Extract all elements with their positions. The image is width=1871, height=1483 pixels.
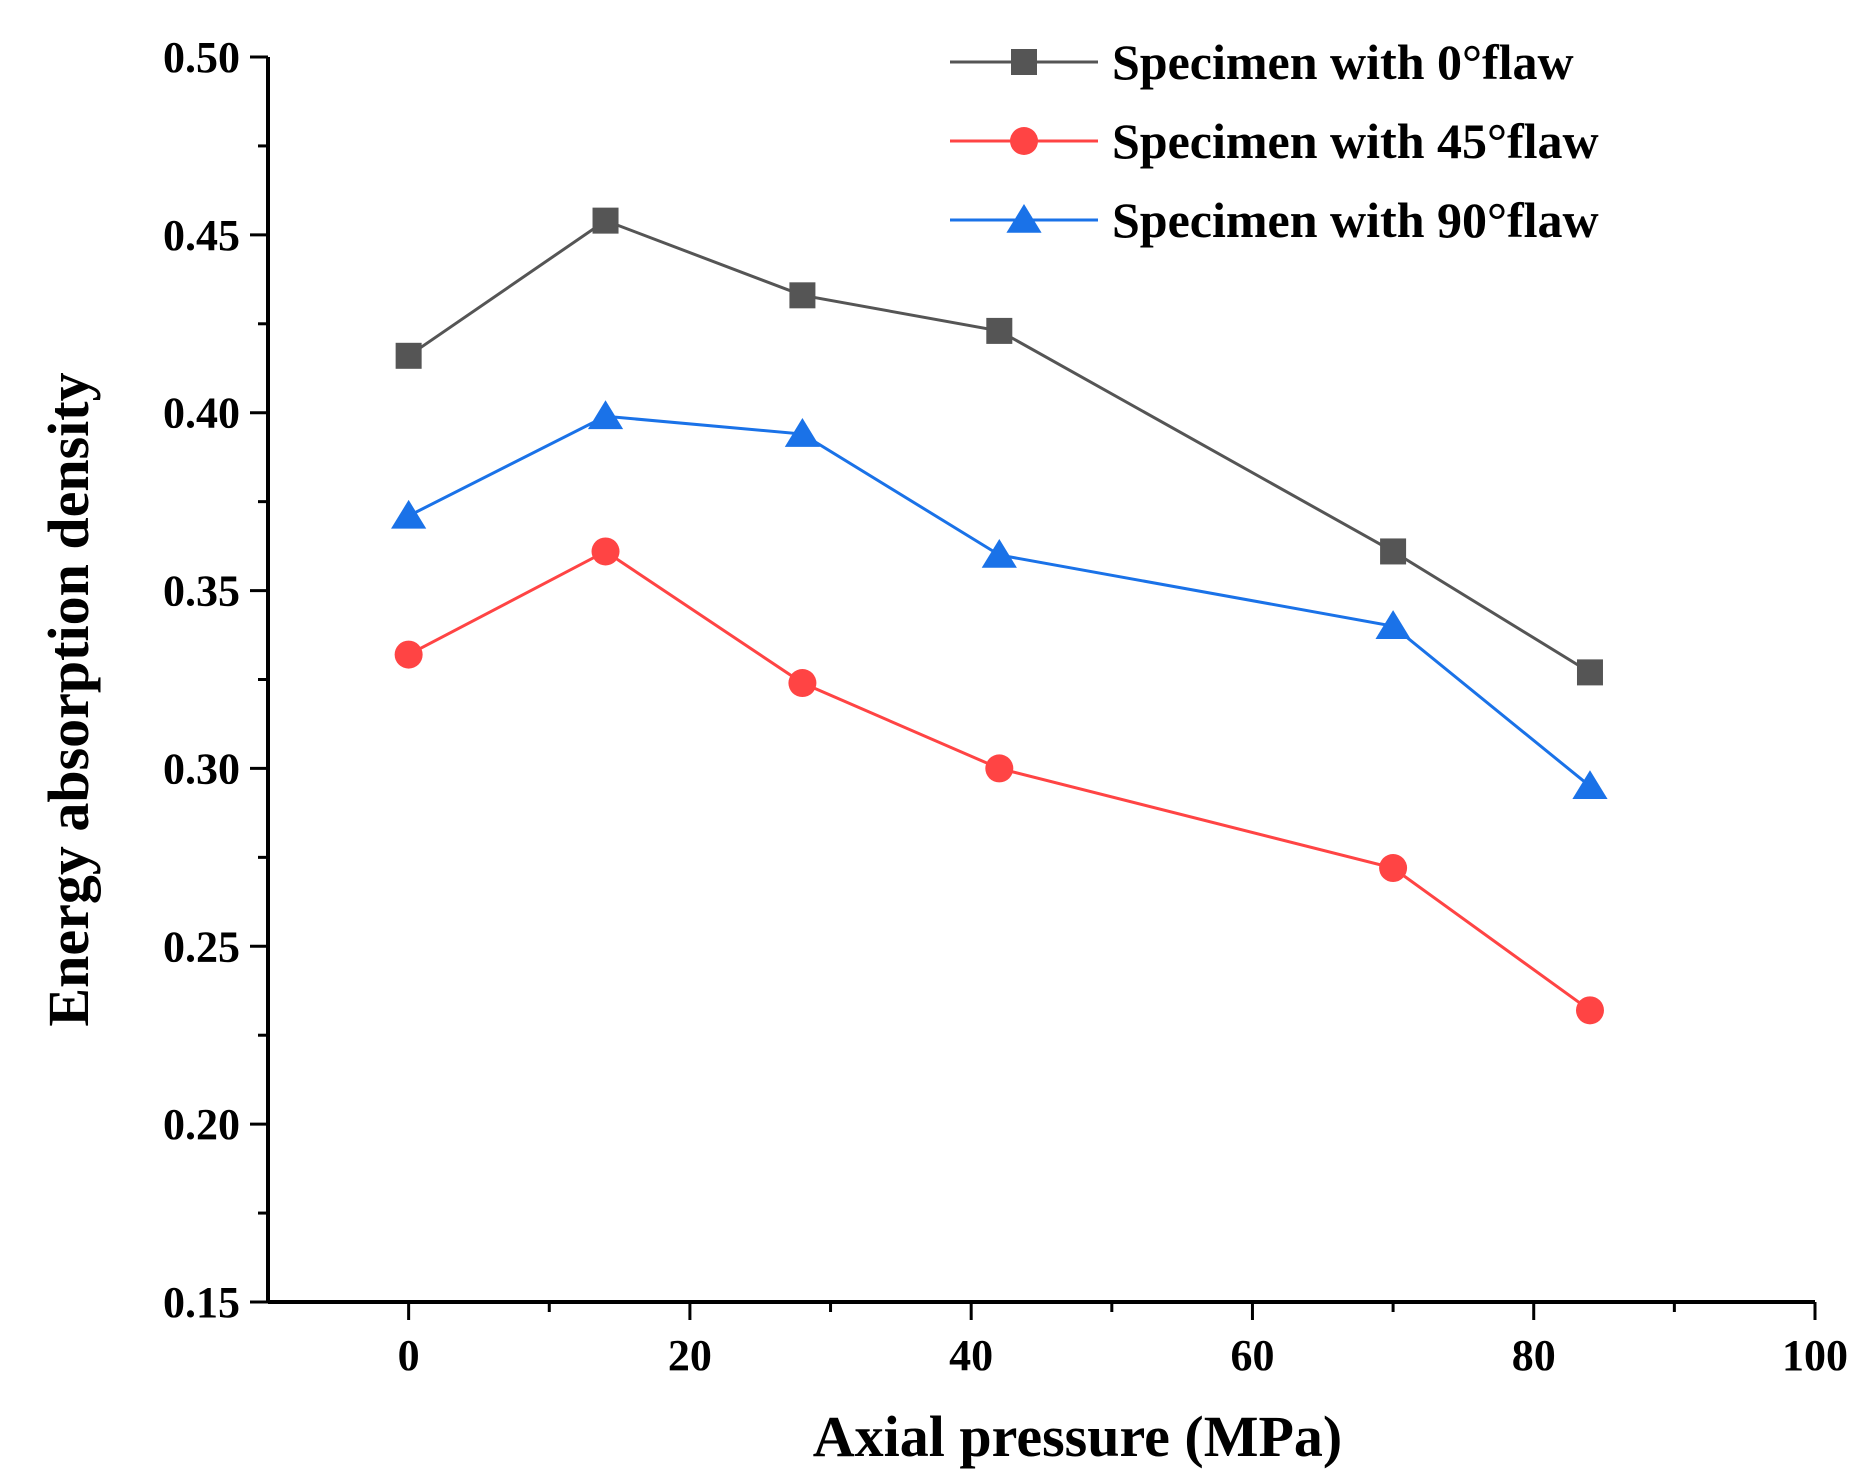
data-point [985,754,1014,783]
y-axis-title: Energy absorption density [36,372,101,1026]
series-layer [391,207,1608,1025]
data-point [789,282,816,309]
data-point [394,640,423,669]
legend-item: Specimen with 90°flaw [950,192,1599,248]
data-point [784,418,821,447]
x-tick-label: 100 [1782,1331,1848,1380]
legend-item: Specimen with 0°flaw [950,34,1574,90]
data-point [981,539,1017,568]
y-tick-label: 0.35 [163,567,240,616]
y-tick-label: 0.40 [163,389,240,438]
data-point [395,342,422,369]
legend-label: Specimen with 0°flaw [1112,34,1574,90]
legend-marker [1011,49,1037,75]
legend-label: Specimen with 90°flaw [1112,192,1599,248]
data-point [1575,996,1604,1025]
x-tick-label: 60 [1230,1331,1274,1380]
data-point [1379,854,1408,883]
data-point [1576,659,1603,686]
y-tick-label: 0.30 [163,744,240,793]
x-axis-title: Axial pressure (MPa) [813,1404,1342,1469]
legend-marker [1006,204,1042,233]
legend-marker [1010,127,1038,155]
data-point [592,207,619,234]
data-point [1572,770,1608,800]
series-line [407,414,1591,788]
data-point [587,400,624,430]
series-1 [394,537,1604,1025]
x-tick-label: 20 [668,1331,712,1380]
y-tick-label: 0.25 [163,922,240,971]
x-tick-label: 40 [949,1331,993,1380]
data-point [1380,538,1407,565]
series-line [407,218,1591,674]
y-tick-label: 0.20 [163,1100,240,1149]
data-point [1375,610,1411,639]
x-tick-label: 80 [1512,1331,1556,1380]
y-tick-label: 0.15 [163,1278,240,1327]
ticks: 0 20 40 60 80 100 0.15 0.20 0.25 0.30 0.35 0.40 0.45… [163,33,1848,1380]
series-line [407,549,1591,1012]
legend-item: Specimen with 45°flaw [950,113,1599,169]
series-0 [395,207,1603,686]
legend-label: Specimen with 45°flaw [1112,113,1599,169]
legend: Specimen with 0°flaw Specimen with 45°fla… [950,34,1599,248]
y-tick-label: 0.45 [163,211,240,260]
data-point [986,317,1013,344]
data-point [788,669,817,698]
y-tick-label: 0.50 [163,33,240,82]
data-point [591,537,620,566]
series-2 [391,400,1608,800]
x-tick-label: 0 [398,1331,420,1380]
data-point [391,499,427,529]
